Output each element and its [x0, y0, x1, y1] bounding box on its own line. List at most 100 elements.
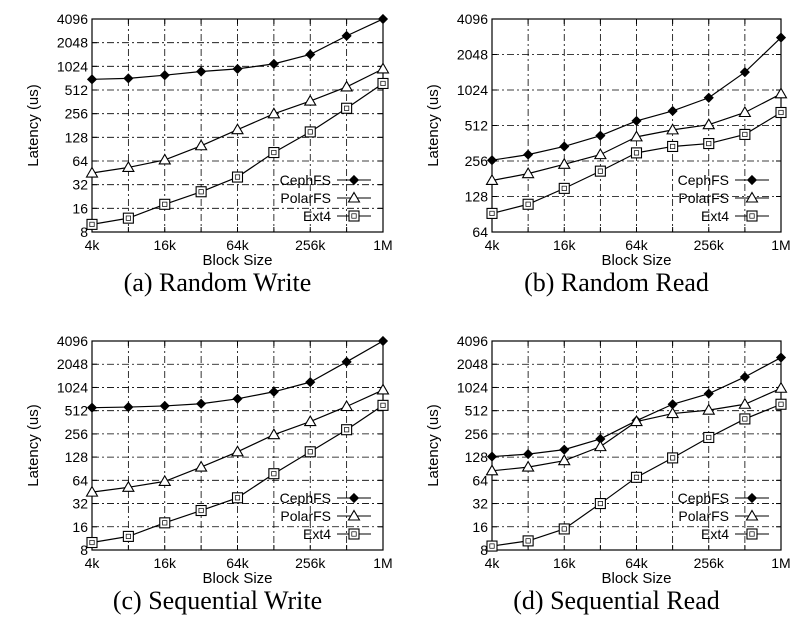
- y-tick-label: 16: [72, 200, 88, 216]
- data-point: [341, 102, 353, 114]
- series-ext4: [86, 399, 389, 549]
- marker-square-inner: [380, 80, 386, 87]
- marker-square: [522, 198, 534, 210]
- data-point: [739, 67, 750, 78]
- data-point: [559, 141, 570, 152]
- x-tick-label: 256k: [295, 237, 326, 253]
- marker-square-inner: [489, 210, 495, 216]
- y-tick-label: 4096: [57, 11, 88, 27]
- legend-label: CephFS: [280, 172, 331, 188]
- data-point: [739, 128, 751, 140]
- data-point: [667, 140, 679, 153]
- y-tick-label: 2048: [457, 47, 488, 63]
- marker-square: [268, 146, 280, 159]
- marker-square: [304, 446, 316, 458]
- marker-square-inner: [234, 174, 241, 180]
- legend-marker: [348, 492, 360, 504]
- marker-square-inner: [561, 526, 567, 532]
- data-point: [122, 212, 134, 224]
- marker-square: [122, 530, 134, 542]
- data-point: [594, 498, 606, 510]
- x-axis-label: Block Size: [601, 570, 671, 587]
- marker-square-inner: [89, 539, 95, 546]
- series-cephfs: [86, 335, 389, 413]
- y-tick-label: 256: [65, 106, 89, 122]
- data-point: [231, 171, 244, 183]
- marker-square-inner: [561, 185, 567, 191]
- marker-square: [86, 536, 98, 549]
- series-polarfs: [485, 381, 788, 476]
- y-tick-label: 512: [65, 403, 89, 419]
- data-point: [739, 413, 751, 425]
- marker-square: [122, 212, 134, 224]
- data-point: [630, 130, 643, 142]
- data-point: [159, 400, 170, 411]
- x-tick-label: 1M: [771, 237, 790, 253]
- data-point: [268, 468, 280, 480]
- y-tick-label: 64: [472, 472, 488, 488]
- marker-square: [195, 504, 207, 517]
- marker-square-inner: [89, 221, 95, 227]
- data-point: [340, 399, 354, 412]
- data-point: [775, 398, 787, 410]
- y-tick-label: 2048: [457, 356, 488, 372]
- x-tick-label: 16k: [553, 237, 577, 253]
- data-point: [739, 371, 750, 383]
- marker-square: [86, 218, 98, 230]
- data-point: [485, 464, 499, 476]
- data-point: [341, 356, 352, 367]
- y-tick-label: 8: [80, 224, 88, 240]
- marker-square-inner: [633, 474, 640, 480]
- marker-square-inner: [271, 149, 277, 156]
- marker-square: [268, 468, 280, 480]
- data-point: [702, 118, 716, 130]
- legend-label: PolarFS: [678, 508, 729, 524]
- data-point: [557, 157, 571, 169]
- data-point: [377, 77, 389, 90]
- y-tick-label: 256: [465, 153, 489, 169]
- legend-marker: [746, 210, 758, 222]
- x-tick-label: 16k: [153, 555, 177, 571]
- x-tick-label: 256k: [694, 237, 725, 253]
- marker-square: [486, 540, 498, 552]
- data-point: [195, 186, 207, 198]
- data-point: [774, 87, 788, 99]
- y-tick-label: 64: [72, 472, 88, 488]
- series-ext4: [86, 77, 389, 230]
- data-point: [738, 397, 752, 409]
- marker-square-inner: [706, 140, 712, 147]
- data-point: [377, 13, 389, 25]
- data-point: [558, 523, 570, 535]
- series-polarfs: [485, 87, 788, 186]
- marker-square-inner: [125, 533, 131, 539]
- marker-square: [775, 106, 787, 119]
- data-point: [667, 452, 679, 464]
- legend-marker: [746, 174, 758, 186]
- marker-square: [231, 492, 244, 504]
- marker-square: [558, 182, 570, 194]
- chart-0: 8 16 32 64 128 256 512 1024 2048 4096 4k 16k 64k 256k…: [25, 11, 393, 297]
- x-tick-label: 64k: [226, 555, 250, 571]
- data-point: [630, 471, 643, 483]
- data-point: [631, 115, 642, 126]
- data-point: [559, 444, 570, 455]
- x-tick-label: 1M: [771, 555, 790, 571]
- marker-square: [739, 413, 751, 425]
- y-tick-label: 512: [465, 403, 489, 419]
- data-point: [486, 207, 498, 219]
- x-tick-label: 64k: [625, 555, 649, 571]
- data-point: [194, 139, 208, 151]
- marker-square-inner: [749, 213, 755, 219]
- y-tick-label: 1024: [457, 379, 488, 395]
- data-point: [521, 460, 535, 472]
- data-point: [194, 460, 208, 472]
- data-point: [485, 173, 499, 186]
- data-point: [268, 146, 280, 159]
- data-point: [86, 402, 98, 413]
- data-point: [593, 148, 607, 160]
- marker-square: [739, 128, 751, 140]
- marker-square-inner: [162, 201, 168, 207]
- data-point: [486, 540, 498, 552]
- data-point: [523, 149, 534, 160]
- data-point: [703, 431, 715, 444]
